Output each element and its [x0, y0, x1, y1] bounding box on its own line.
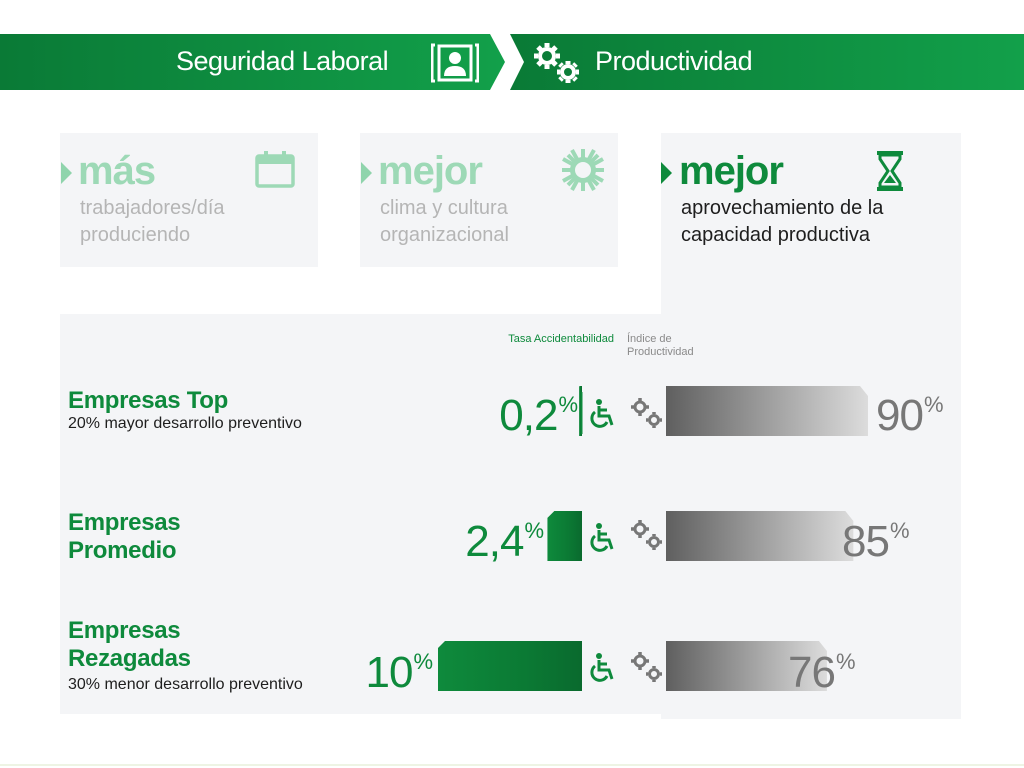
banner-title-seguridad: Seguridad Laboral	[176, 46, 389, 76]
row-label-promedio: Empresas Promedio	[68, 509, 181, 564]
gears-icon	[631, 520, 662, 550]
tasa-value-top: 0,2%	[499, 391, 578, 440]
card-heading: mejor	[378, 149, 483, 193]
indice-bar	[666, 641, 827, 691]
row-label-rezagadas: Empresas Rezagadas	[68, 617, 191, 672]
card-arrow	[361, 162, 372, 184]
wheelchair-icon	[590, 523, 614, 552]
gears-icon	[631, 398, 662, 428]
row-subtitle-top: 20% mayor desarrollo preventivo	[68, 415, 302, 432]
card-arrow	[661, 162, 672, 184]
tasa-bar	[547, 511, 582, 561]
gears-icon	[534, 43, 579, 83]
header-banner: Seguridad Laboral Productividad	[0, 34, 1024, 90]
indice-bar	[666, 511, 854, 561]
wheelchair-icon	[590, 399, 614, 428]
card-heading: mejor	[679, 149, 784, 193]
footer-divider	[0, 764, 1024, 766]
indice-bar	[666, 386, 868, 436]
tasa-value-promedio: 2,4%	[465, 517, 544, 566]
sun-icon	[562, 149, 604, 191]
card-arrow	[61, 162, 72, 184]
person-frame-icon	[431, 43, 479, 83]
banner-background	[0, 34, 1024, 90]
indice-value-promedio: 85%	[842, 517, 909, 566]
hourglass-icon	[877, 151, 903, 191]
calendar-icon	[255, 151, 295, 188]
card-description: aprovechamiento de la capacidad producti…	[681, 197, 884, 246]
wheelchair-icon	[590, 653, 614, 682]
card-description: clima y cultura organizacional	[380, 197, 509, 246]
card-heading: más	[78, 149, 156, 193]
benefit-card-1: más trabajadores/día produciendo	[60, 133, 318, 267]
card-description: trabajadores/día produciendo	[80, 197, 225, 246]
indice-value-rezagadas: 76%	[788, 648, 855, 697]
row-label-top: Empresas Top	[68, 387, 229, 414]
gears-icon	[631, 652, 662, 682]
banner-title-productividad: Productividad	[595, 46, 753, 76]
column-header-tasa: Tasa Accidentabilidad	[508, 333, 614, 345]
indice-value-top: 90%	[876, 391, 943, 440]
benefit-card-2: mejor clima y cultura organizacional	[360, 133, 618, 267]
tasa-bar-min-tick	[581, 392, 583, 434]
row-subtitle-rezagadas: 30% menor desarrollo preventivo	[68, 676, 303, 693]
column-header-indice: Índice de Productividad	[627, 333, 694, 358]
tasa-value-rezagadas: 10%	[365, 648, 432, 697]
tasa-bar	[438, 641, 582, 691]
